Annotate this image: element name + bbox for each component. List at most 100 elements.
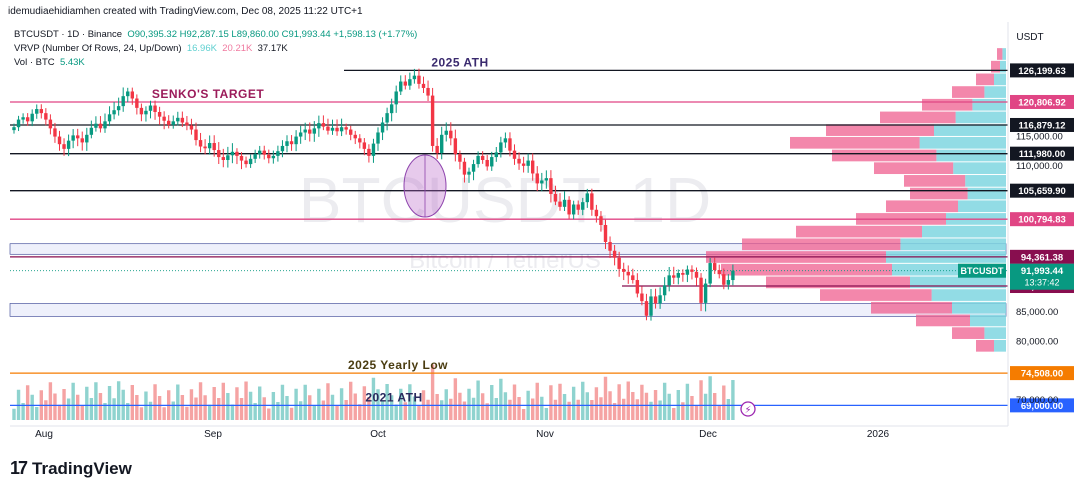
volume-bar	[153, 384, 157, 420]
candle-body	[71, 135, 75, 141]
candle-body	[130, 91, 134, 99]
candle-body	[312, 128, 316, 134]
level-price-tag-2	[1010, 117, 1074, 132]
legend-symbol-row: BTCUSDT · 1D · Binance O90,395.32 H92,28…	[14, 28, 417, 42]
vp-row-down	[904, 175, 966, 187]
candle-body	[185, 122, 189, 126]
candle-body	[62, 144, 66, 149]
candle-body	[690, 269, 694, 272]
candle-body	[453, 138, 458, 155]
volume-bar	[703, 393, 708, 420]
candle-body	[66, 140, 71, 149]
candle-body	[25, 117, 30, 122]
vol-value: 5.43K	[59, 57, 85, 68]
volume-bar	[594, 387, 599, 420]
volume-bar	[198, 382, 203, 420]
volume-bar	[549, 385, 553, 420]
vp-row-down	[991, 60, 1000, 73]
vrvp-total: 37.17K	[257, 43, 288, 54]
candle-body	[303, 129, 307, 133]
volume-bar	[148, 401, 153, 420]
candle-body	[449, 130, 453, 139]
candle-body	[217, 150, 221, 158]
vp-row-up	[984, 327, 1006, 339]
x-tick-label: 2026	[867, 429, 890, 440]
vp-row-down	[871, 301, 952, 314]
currency-button: USDT	[1016, 32, 1043, 43]
candle-body	[708, 263, 712, 284]
volume-bar	[731, 380, 735, 420]
level-price-tag-6	[1010, 249, 1074, 264]
volume-bar	[571, 386, 576, 420]
level-price-label-4: 105,659.90	[1018, 186, 1066, 197]
candle-body	[517, 158, 521, 164]
candle-body	[189, 125, 194, 130]
volume-bar	[581, 381, 585, 420]
last-price-symbol-tag	[958, 263, 1006, 278]
legend-symbol[interactable]: BTCUSDT · 1D · Binance	[14, 29, 123, 40]
volume-bar	[508, 399, 512, 420]
volume-bar	[230, 404, 235, 420]
vol-label[interactable]: Vol · BTC	[14, 57, 55, 68]
candle-body	[294, 136, 298, 145]
level-price-label-8: 74,508.00	[1021, 369, 1063, 380]
vp-row-up	[922, 225, 1006, 238]
candle-body	[526, 160, 530, 166]
candle-body	[344, 127, 348, 130]
vp-row-up	[900, 238, 1006, 251]
candle-body	[285, 141, 289, 146]
candle-body	[567, 199, 571, 215]
volume-bar	[176, 384, 180, 420]
vp-row-up	[955, 111, 1006, 124]
legend-close: C91,993.44	[281, 29, 331, 40]
candle-body	[417, 75, 421, 84]
volume-bar	[417, 405, 421, 420]
vp-row-up	[970, 314, 1006, 327]
candle-body	[494, 152, 498, 158]
last-price-symbol: BTCUSDT	[961, 266, 1004, 276]
volume-bar	[321, 400, 326, 420]
vp-row-down	[796, 225, 922, 238]
volume-bar	[212, 387, 216, 420]
volume-bar	[171, 401, 175, 420]
candle-body	[121, 96, 125, 107]
volume-bar	[717, 405, 721, 420]
vp-row-up	[953, 162, 1006, 175]
candle-body	[380, 122, 385, 133]
candle-body	[458, 154, 462, 162]
candle-body	[676, 273, 680, 278]
vp-row-up	[952, 301, 1006, 314]
candle-body	[376, 132, 380, 144]
vp-row-up	[934, 124, 1006, 136]
candle-body	[731, 270, 735, 281]
tradingview-logo-icon: 17	[10, 458, 28, 478]
candle-body	[658, 295, 662, 304]
volume-bar	[362, 386, 367, 420]
vrvp-label[interactable]: VRVP (Number Of Rows, 24, Up/Down)	[14, 43, 182, 54]
candle-body	[521, 163, 526, 166]
vp-row-down	[832, 149, 937, 162]
candle-body	[135, 98, 139, 108]
volume-bar	[303, 384, 307, 420]
volume-bar	[567, 401, 571, 420]
candle-body	[12, 127, 16, 131]
candle-body	[653, 296, 658, 304]
volume-bar	[722, 385, 726, 420]
candle-body	[289, 141, 294, 145]
candle-body	[571, 204, 576, 215]
volume-bar	[89, 398, 94, 420]
candle-body	[57, 136, 62, 145]
candle-body	[53, 128, 57, 137]
volume-bar	[685, 383, 690, 420]
candle-body	[608, 241, 612, 251]
volume-bar	[376, 389, 380, 420]
candle-body	[176, 117, 180, 122]
candle-body	[144, 110, 148, 115]
volume-bar	[53, 393, 57, 420]
vp-row-down	[820, 289, 932, 301]
volume-bar	[590, 400, 594, 420]
candle-body	[535, 173, 539, 184]
candle-body	[408, 79, 412, 86]
volume-bar	[30, 394, 34, 420]
